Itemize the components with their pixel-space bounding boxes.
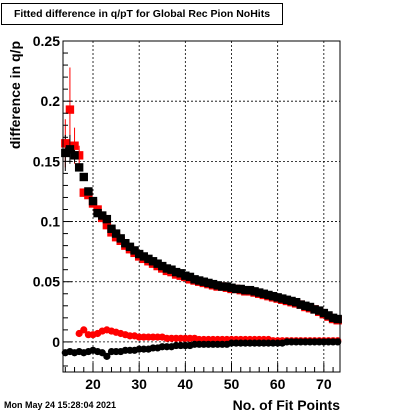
x-tick-label: 70 — [316, 376, 332, 392]
axes — [62, 40, 341, 373]
axis-ticks: 20 30 40 50 60 70 0 0.05 0.1 0.15 0.2 0.25 — [33, 33, 334, 392]
data-point — [185, 272, 195, 282]
data-point — [287, 296, 296, 306]
data-point — [61, 148, 70, 158]
data-point — [315, 306, 324, 315]
data-point — [194, 276, 204, 285]
grid-lines — [63, 40, 340, 372]
data-point — [255, 288, 264, 297]
data-point — [236, 284, 245, 294]
y-tick-label: 0.25 — [33, 33, 60, 49]
data-point — [102, 220, 112, 230]
data-point — [88, 196, 98, 206]
data-point — [296, 300, 305, 309]
data-point — [79, 172, 88, 182]
data-point — [204, 278, 213, 288]
data-point — [324, 311, 333, 320]
axis-labels: No. of Fit Points difference in q/p — [7, 41, 340, 413]
data-point — [130, 246, 139, 255]
data-point — [278, 294, 287, 303]
y-tick-label: 0.05 — [33, 274, 60, 290]
chart-title: Fitted difference in q/pT for Global Rec… — [1, 3, 283, 25]
y-tick-label: 0.15 — [33, 153, 60, 169]
data-point — [61, 139, 70, 148]
data-point — [158, 261, 167, 271]
data-point — [291, 297, 301, 307]
data-point — [273, 293, 282, 302]
data-point — [218, 282, 227, 291]
data-point — [98, 211, 107, 220]
data-markers — [61, 105, 342, 360]
x-tick-label: 30 — [131, 376, 147, 392]
data-point — [328, 313, 338, 323]
data-point — [153, 259, 162, 268]
data-point — [103, 352, 111, 360]
data-point — [116, 234, 125, 243]
data-point — [93, 208, 102, 218]
x-tick-label: 40 — [178, 376, 194, 392]
data-point — [74, 163, 84, 172]
data-point — [176, 269, 185, 278]
data-point — [268, 291, 278, 301]
data-point — [65, 105, 75, 114]
data-point — [241, 285, 250, 295]
x-axis-title: No. of Fit Points — [233, 397, 341, 413]
data-point — [319, 308, 329, 318]
data-point — [144, 254, 153, 264]
data-point — [70, 151, 79, 160]
data-point — [301, 301, 310, 310]
y-tick-label: 0 — [52, 334, 60, 350]
data-point — [245, 285, 255, 295]
data-point — [305, 302, 315, 312]
data-point — [282, 295, 292, 304]
data-point — [125, 242, 135, 252]
data-point — [148, 257, 158, 266]
plot-frame — [62, 40, 341, 373]
data-point — [139, 252, 148, 261]
data-point — [231, 284, 241, 294]
data-point — [111, 229, 121, 238]
data-point — [134, 249, 144, 259]
data-point — [310, 305, 319, 314]
x-tick-label: 50 — [224, 376, 240, 392]
data-point — [80, 326, 88, 334]
data-point — [70, 141, 79, 150]
data-point — [333, 314, 342, 324]
data-point — [190, 275, 199, 284]
y-tick-label: 0.2 — [41, 93, 61, 109]
y-axis-title: difference in q/p — [7, 41, 23, 149]
data-point — [84, 187, 93, 196]
x-tick-label: 20 — [85, 376, 101, 392]
data-point — [102, 214, 112, 224]
data-point — [264, 290, 273, 300]
data-point — [227, 283, 236, 292]
data-point — [213, 281, 222, 290]
data-point — [222, 282, 232, 291]
data-point — [334, 338, 342, 346]
data-point — [107, 224, 116, 233]
data-point — [167, 265, 176, 274]
data-point — [199, 277, 209, 286]
data-point — [121, 239, 130, 248]
data-point — [259, 289, 269, 298]
data-point — [65, 145, 75, 154]
y-tick-label: 0.1 — [41, 214, 61, 230]
data-point — [250, 287, 259, 296]
data-point — [208, 279, 218, 289]
timestamp: Mon May 24 15:28:04 2021 — [4, 400, 117, 410]
x-tick-label: 60 — [270, 376, 286, 392]
data-point — [74, 151, 84, 160]
data-point — [79, 188, 88, 197]
data-point — [181, 271, 190, 280]
data-point — [162, 264, 172, 273]
data-point — [171, 267, 181, 277]
